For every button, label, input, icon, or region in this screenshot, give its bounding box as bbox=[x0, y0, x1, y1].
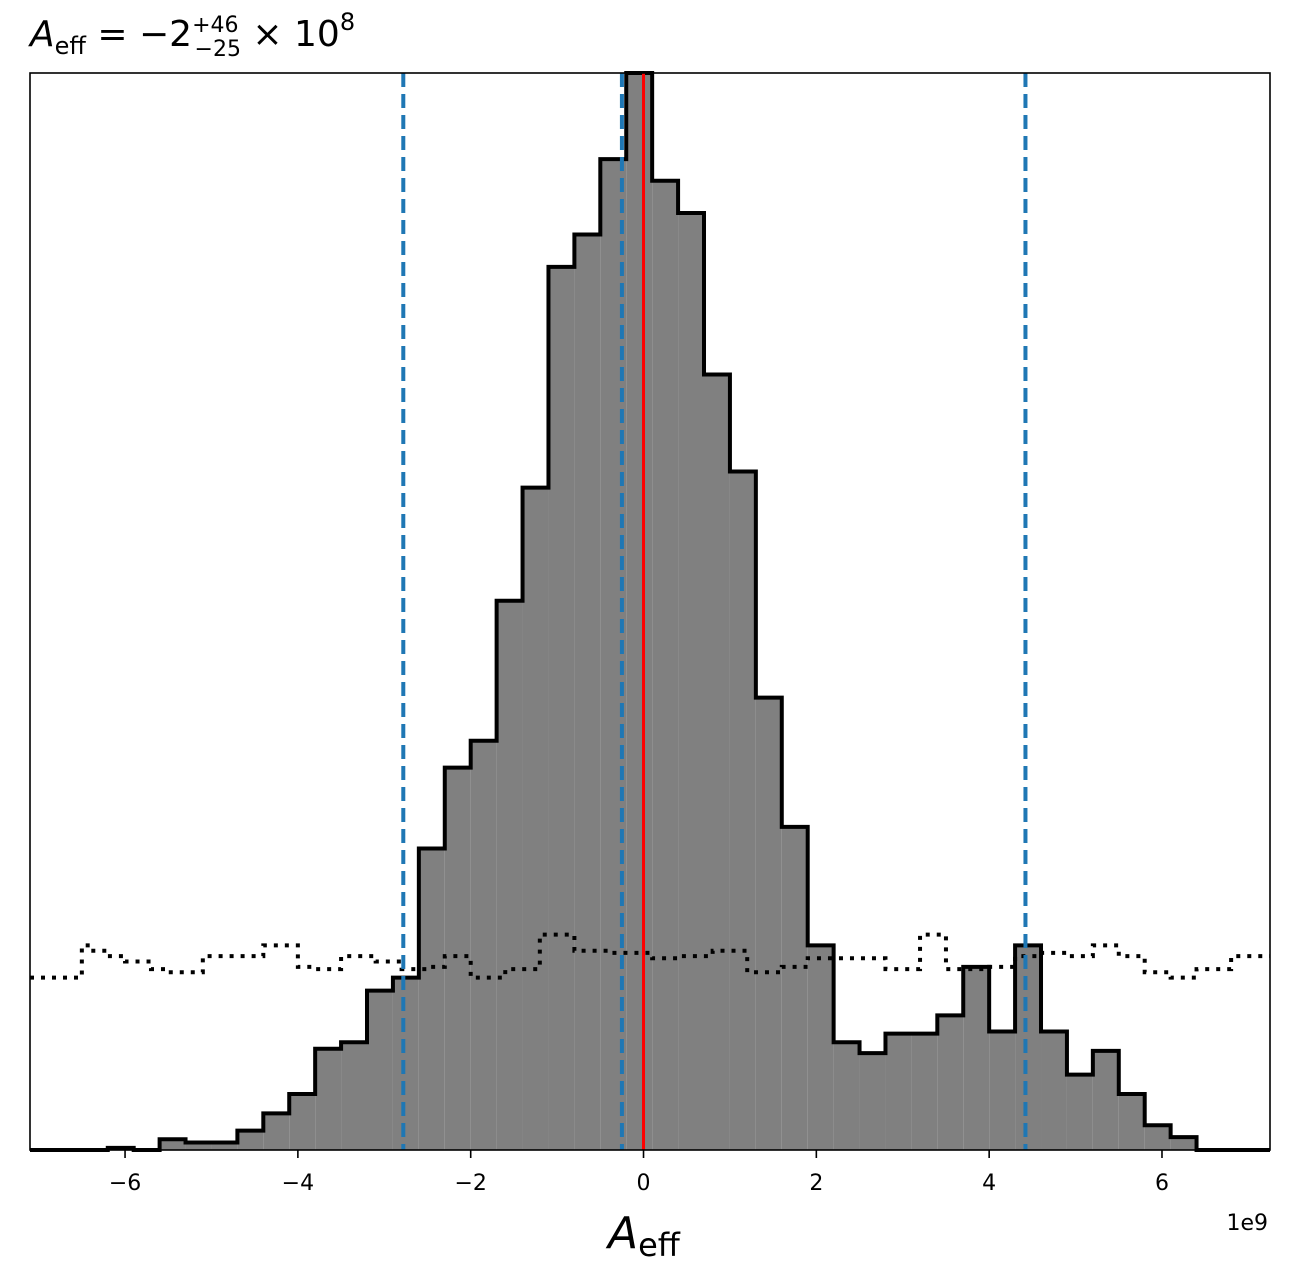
posterior-histogram bbox=[30, 71, 1270, 1152]
x-tick-label: 2 bbox=[809, 1171, 823, 1196]
posterior-bar bbox=[159, 1139, 186, 1150]
posterior-bar bbox=[237, 1130, 264, 1150]
posterior-bar bbox=[729, 471, 756, 1150]
prior-outline bbox=[30, 932, 1270, 980]
reference-lines bbox=[401, 73, 1028, 1150]
posterior-bar bbox=[367, 990, 393, 1150]
posterior-bar bbox=[522, 487, 549, 1150]
posterior-bar bbox=[1041, 1031, 1067, 1150]
x-tick-label: −6 bbox=[109, 1171, 141, 1196]
posterior-bar bbox=[859, 1053, 886, 1150]
posterior-bar bbox=[211, 1142, 238, 1150]
posterior-bar bbox=[341, 1042, 368, 1150]
posterior-bar bbox=[833, 1042, 860, 1150]
posterior-bar bbox=[963, 966, 990, 1150]
posterior-bar bbox=[315, 1048, 342, 1150]
posterior-bar bbox=[418, 848, 445, 1150]
posterior-bar bbox=[1144, 1125, 1171, 1150]
x-tick-label: −4 bbox=[282, 1171, 314, 1196]
posterior-bar bbox=[807, 945, 834, 1150]
x-tick-label: 4 bbox=[982, 1171, 996, 1196]
plot-area bbox=[29, 71, 1271, 1152]
posterior-bar bbox=[496, 600, 523, 1150]
posterior-bar bbox=[626, 73, 653, 1150]
posterior-bar bbox=[548, 266, 575, 1150]
axes-frame bbox=[29, 72, 1271, 1151]
x-axis-label: Aeff bbox=[605, 1208, 681, 1264]
posterior-bar bbox=[470, 740, 497, 1150]
posterior-bar bbox=[1015, 945, 1042, 1150]
posterior-bar bbox=[1066, 1074, 1093, 1150]
posterior-bar bbox=[574, 234, 601, 1151]
posterior-bar bbox=[781, 826, 808, 1150]
posterior-bar bbox=[1170, 1137, 1197, 1150]
posterior-bar bbox=[989, 1031, 1016, 1150]
posterior-bar bbox=[911, 1033, 938, 1150]
posterior-bar bbox=[444, 767, 471, 1150]
posterior-bar bbox=[704, 374, 730, 1150]
posterior-bar bbox=[652, 180, 679, 1150]
x-tick-label: 0 bbox=[637, 1171, 651, 1196]
posterior-bar bbox=[755, 697, 782, 1150]
posterior-bar bbox=[937, 1015, 964, 1150]
posterior-bar bbox=[263, 1113, 290, 1150]
prior-histogram bbox=[30, 932, 1270, 980]
x-tick-label: 6 bbox=[1155, 1171, 1169, 1196]
chart-title: Aeff = −2+46 −25 × 108 bbox=[28, 8, 355, 62]
posterior-bar bbox=[185, 1142, 212, 1150]
x-tick-label: −2 bbox=[454, 1171, 486, 1196]
posterior-bar bbox=[1092, 1050, 1119, 1150]
posterior-bar bbox=[885, 1033, 912, 1150]
x-axis-offset: 1e9 bbox=[1226, 1211, 1268, 1236]
posterior-bar bbox=[678, 213, 705, 1150]
posterior-bar bbox=[392, 977, 419, 1150]
x-axis-ticks: −6 −4 −2 0 2 4 6 bbox=[109, 1150, 1169, 1196]
posterior-outline bbox=[30, 71, 1270, 1152]
posterior-bar bbox=[1118, 1093, 1145, 1150]
posterior-bar bbox=[289, 1093, 316, 1150]
